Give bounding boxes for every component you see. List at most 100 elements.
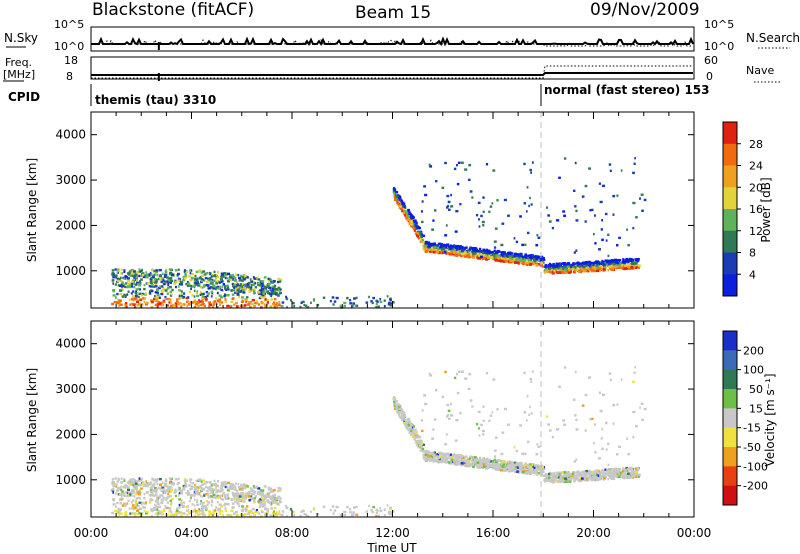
velocity-echo-cell <box>494 463 497 466</box>
power-echo-cell <box>630 266 634 269</box>
velocity-echo-cell <box>237 499 241 502</box>
power-echo-cell <box>111 269 115 272</box>
velocity-echo-cell <box>627 453 630 456</box>
velocity-echo-cell <box>621 476 624 480</box>
velocity-echo-cell <box>230 498 233 501</box>
power-echo-cell <box>530 257 532 260</box>
power-echo-cell <box>620 169 623 172</box>
power-echo-cell <box>210 290 214 293</box>
velocity-echo-cell <box>241 485 245 488</box>
velocity-echo-cell <box>547 474 550 477</box>
power-echo-cell <box>235 290 238 293</box>
velocity-echo-cell <box>411 434 415 438</box>
power-echo-cell <box>612 194 616 198</box>
velocity-echo-cell <box>259 498 262 501</box>
velocity-echo-cell <box>191 486 194 489</box>
velocity-echo-cell <box>396 407 400 411</box>
power-echo-cell <box>134 283 138 286</box>
velocity-echo-cell <box>432 428 435 431</box>
velocity-echo-cell <box>274 499 278 503</box>
velocity-echo-cell <box>199 502 202 506</box>
velocity-echo-cell <box>395 408 398 411</box>
power-echo-cell <box>117 279 120 283</box>
velocity-echo-cell <box>226 486 229 489</box>
power-echo-cell <box>521 261 525 265</box>
power-echo-cell <box>201 274 205 277</box>
velocity-echo-cell <box>406 424 409 428</box>
velocity-echo-cell <box>612 474 616 477</box>
power-echo-cell <box>216 306 219 309</box>
power-echo-cell <box>542 265 545 268</box>
power-echo-cell <box>120 268 123 271</box>
velocity-echo-cell <box>226 493 229 496</box>
velocity-echo-cell <box>634 467 637 471</box>
velocity-echo-cell <box>433 451 436 454</box>
power-echo-cell <box>450 249 454 253</box>
velocity-echo-cell <box>191 503 194 506</box>
velocity-echo-cell <box>133 482 136 485</box>
velocity-echo-cell <box>245 508 248 511</box>
velocity-echo-cell <box>238 504 241 508</box>
power-echo-cell <box>541 261 544 265</box>
power-echo-cell <box>429 248 432 251</box>
power-echo-cell <box>276 280 280 284</box>
power-echo-cell <box>545 270 547 273</box>
velocity-echo-cell <box>242 500 246 503</box>
power-echo-cell <box>610 267 614 270</box>
power-echo-cell <box>187 300 190 303</box>
power-echo-cell <box>249 278 252 281</box>
power-echo-cell <box>248 285 251 289</box>
power-echo-cell <box>601 265 604 269</box>
power-echo-cell <box>415 230 419 234</box>
power-echo-cell <box>193 284 196 287</box>
velocity-echo-cell <box>519 461 523 465</box>
velocity-echo-cell <box>215 491 219 494</box>
velocity-echo-cell <box>610 476 614 479</box>
velocity-echo-cell <box>194 512 199 515</box>
velocity-echo-cell <box>571 472 574 476</box>
power-echo-cell <box>266 284 269 287</box>
power-echo-cell <box>128 298 131 301</box>
power-echo-cell <box>459 202 462 206</box>
velocity-echo-cell <box>164 505 167 508</box>
power-echo-cell <box>492 257 496 261</box>
power-echo-cell <box>482 224 485 227</box>
power-echo-cell <box>135 279 138 282</box>
velocity-echo-cell <box>173 513 176 516</box>
velocity-echo-cell <box>156 508 159 511</box>
power-echo-cell <box>263 285 267 289</box>
power-echo-cell <box>186 296 190 299</box>
power-echo-cell <box>254 287 256 291</box>
power-echo-cell <box>568 271 572 274</box>
velocity-echo-cell <box>510 463 514 467</box>
power-echo-cell <box>210 285 212 289</box>
power-echo-cell <box>523 258 527 262</box>
power-echo-cell <box>481 251 485 255</box>
velocity-echo-cell <box>623 469 627 472</box>
velocity-echo-cell <box>277 495 281 499</box>
power-echo-cell <box>176 272 180 276</box>
velocity-echo-cell <box>167 491 170 494</box>
velocity-echo-cell <box>404 420 408 423</box>
power-echo-cell <box>216 285 220 289</box>
power-echo-cell <box>252 275 255 279</box>
power-echo-cell <box>612 268 615 272</box>
velocity-echo-cell <box>251 507 255 511</box>
power-echo-cell <box>517 257 519 260</box>
velocity-echo-cell <box>111 482 115 485</box>
velocity-echo-cell <box>123 479 126 482</box>
power-echo-cell <box>279 280 282 283</box>
power-echo-cell <box>589 262 592 265</box>
power-echo-cell <box>413 219 417 222</box>
power-echo-cell <box>155 279 158 282</box>
velocity-echo-cell <box>260 496 264 500</box>
power-echo-cell <box>156 305 159 308</box>
nave-tick-top: 60 <box>704 54 718 67</box>
power-echo-cell <box>264 297 267 301</box>
velocity-echo-cell <box>573 476 577 479</box>
power-echo-cell <box>406 218 410 222</box>
power-echo-cell <box>427 248 431 251</box>
power-echo-cell <box>276 293 279 296</box>
velocity-echo-cell <box>129 493 132 496</box>
cpid-program-2: normal (fast stereo) 153 <box>544 83 710 97</box>
